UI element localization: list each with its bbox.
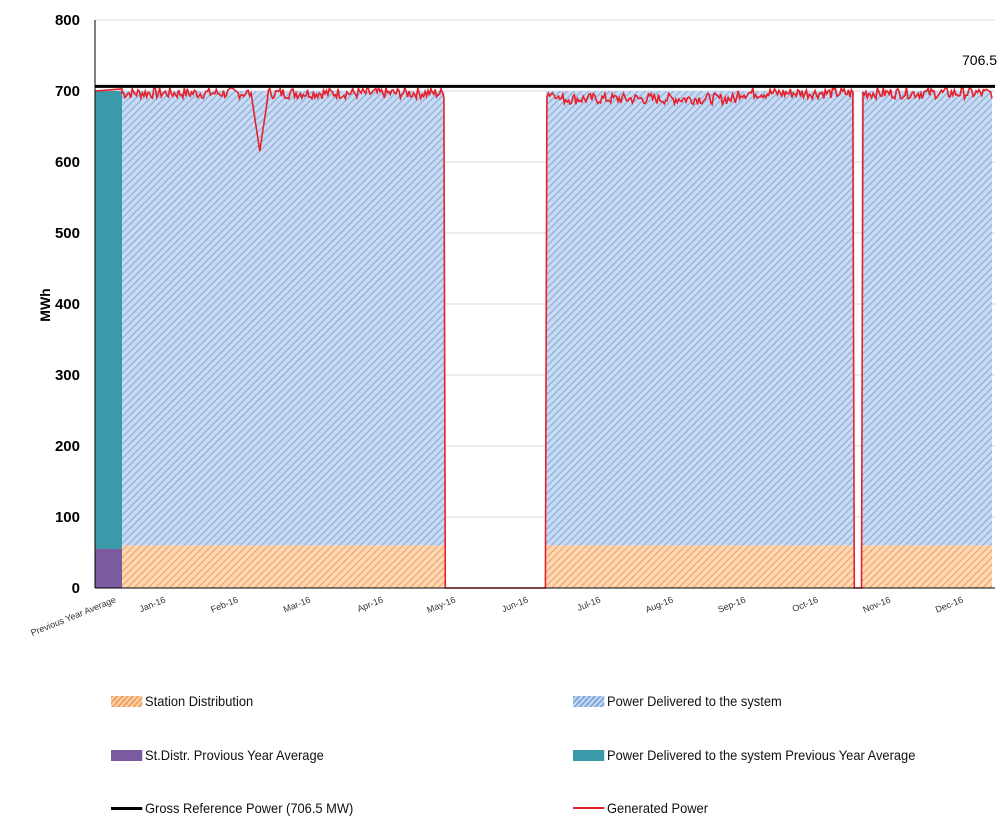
- power-delivered-area: [861, 91, 992, 546]
- legend-swatch: [111, 695, 143, 707]
- x-tick-label: Oct-16: [791, 595, 820, 614]
- legend-item-gross-reference-power: Gross Reference Power (706.5 MW): [111, 800, 353, 816]
- x-tick-label: Jul-16: [576, 595, 602, 613]
- x-tick-label: Aug-16: [644, 595, 675, 615]
- x-tick-label: Feb-16: [209, 595, 239, 615]
- y-tick-label: 400: [55, 296, 80, 313]
- legend-swatch: [111, 749, 143, 761]
- legend-swatch: [573, 749, 605, 761]
- power-delivered-area: [122, 91, 445, 546]
- y-tick-label: 700: [55, 83, 80, 100]
- x-tick-label: Jan-16: [138, 595, 167, 615]
- x-tick-label: Sep-16: [716, 595, 747, 615]
- y-tick-label: 600: [55, 154, 80, 171]
- y-tick-label: 200: [55, 438, 80, 455]
- previous-year-bars: [95, 91, 122, 588]
- y-tick-label: 300: [55, 367, 80, 384]
- y-tick-label: 100: [55, 509, 80, 526]
- station-distribution-area: [546, 545, 855, 588]
- power-delivered-area: [546, 91, 855, 546]
- y-tick-label: 800: [55, 12, 80, 29]
- legend-label: St.Distr. Provious Year Average: [145, 747, 324, 763]
- generated-power-line: [94, 84, 993, 589]
- legend-item-generated-power: Generated Power: [573, 800, 708, 816]
- power-chart: 0 100 200 300 400 500 600 700 800 Previous Year A…: [29, 12, 997, 638]
- legend-item-power-delivered-previous-year: Power Delivered to the system Previous Y…: [573, 747, 915, 763]
- legend-label: Power Delivered to the system: [607, 693, 782, 709]
- legend-item-station-distribution: Station Distribution: [111, 693, 253, 709]
- reference-value-label: 706.5: [962, 52, 997, 68]
- legend-item-power-delivered: Power Delivered to the system: [573, 693, 782, 709]
- legend-swatch: [573, 807, 605, 809]
- legend-swatch: [111, 806, 143, 810]
- x-tick-label: Mar-16: [282, 595, 312, 615]
- legend: Station Distribution Power Delivered to …: [0, 680, 1001, 820]
- y-tick-label: 500: [55, 225, 80, 242]
- line-series: [94, 84, 995, 589]
- x-tick-label: Apr-16: [356, 595, 385, 614]
- legend-label: Generated Power: [607, 800, 708, 816]
- legend-label: Gross Reference Power (706.5 MW): [145, 800, 354, 816]
- y-axis-label: MWh: [37, 288, 53, 321]
- legend-label: Station Distribution: [145, 693, 254, 709]
- legend-item-st-distr-previous-year: St.Distr. Provious Year Average: [111, 747, 324, 763]
- prev-year-power-delivered-bar: [95, 91, 122, 549]
- legend-label: Power Delivered to the system Previous Y…: [607, 747, 916, 763]
- x-tick-label: Nov-16: [861, 595, 892, 615]
- x-tick-label: May-16: [425, 595, 457, 616]
- x-tick-label: Jun-16: [500, 595, 529, 615]
- station-distribution-area: [122, 545, 445, 588]
- station-distribution-area: [861, 545, 992, 588]
- x-tick-label: Previous Year Average: [29, 595, 117, 638]
- area-series: [122, 91, 992, 588]
- x-tick-label: Dec-16: [934, 595, 965, 615]
- legend-swatch: [573, 695, 605, 707]
- y-tick-label: 0: [72, 580, 80, 597]
- prev-year-station-distribution-bar: [95, 548, 122, 588]
